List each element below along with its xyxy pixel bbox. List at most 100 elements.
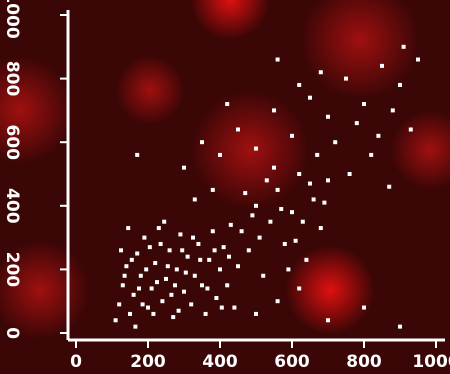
y-tick-label: 800: [2, 61, 22, 97]
point: [225, 102, 230, 107]
point: [131, 292, 136, 297]
point: [318, 226, 323, 231]
point: [297, 172, 302, 176]
point: [219, 305, 224, 310]
point: [308, 181, 312, 186]
point: [326, 114, 330, 119]
point: [124, 264, 129, 269]
point: [268, 219, 273, 224]
point: [218, 267, 222, 272]
point: [156, 226, 161, 231]
point: [128, 311, 132, 316]
point: [196, 241, 201, 246]
x-tick-label: 800: [346, 352, 382, 372]
point: [272, 165, 276, 170]
point: [164, 276, 168, 281]
point: [165, 264, 170, 269]
point: [275, 299, 280, 304]
point: [254, 146, 258, 151]
point: [293, 238, 298, 243]
point: [333, 140, 338, 145]
point: [133, 324, 138, 329]
point: [113, 318, 118, 323]
point: [297, 286, 302, 291]
point: [192, 197, 197, 202]
point: [236, 264, 240, 269]
point: [254, 311, 258, 316]
point: [261, 273, 266, 278]
point: [369, 152, 374, 157]
y-tick-label: 400: [2, 188, 22, 224]
point: [191, 235, 195, 240]
point: [250, 213, 255, 218]
x-tick-label: 0: [70, 352, 82, 372]
point: [212, 248, 217, 253]
point: [221, 245, 226, 250]
point: [239, 229, 244, 234]
point: [162, 219, 167, 224]
point: [218, 152, 222, 157]
point: [203, 311, 208, 316]
point: [205, 286, 210, 291]
point: [272, 108, 276, 113]
x-tick-label: 1000: [412, 352, 450, 372]
point: [200, 283, 204, 288]
point: [376, 133, 381, 138]
point: [210, 187, 215, 192]
point: [122, 273, 127, 278]
point: [398, 82, 402, 87]
point: [155, 280, 159, 285]
point: [236, 127, 240, 132]
point: [142, 235, 147, 240]
point: [326, 318, 330, 323]
point: [160, 299, 165, 304]
point: [297, 82, 302, 87]
point: [390, 108, 395, 113]
point: [290, 133, 294, 138]
point: [304, 257, 309, 262]
point: [173, 283, 177, 288]
y-tick-label: 0: [2, 327, 22, 339]
point: [137, 286, 141, 291]
point: [169, 292, 174, 297]
point: [182, 165, 186, 170]
point: [257, 235, 262, 240]
point: [138, 273, 143, 278]
point: [171, 315, 176, 320]
point: [135, 152, 140, 157]
x-tick-label: 200: [130, 352, 166, 372]
x-tick-label: 600: [274, 352, 310, 372]
point: [185, 254, 190, 259]
point: [398, 324, 402, 329]
point: [200, 140, 204, 145]
point: [380, 63, 384, 68]
background-blobs: [0, 0, 450, 340]
point: [149, 286, 154, 291]
point: [135, 251, 140, 256]
point: [308, 95, 312, 100]
point: [408, 127, 413, 132]
y-tick-label: 600: [2, 124, 22, 160]
point: [158, 241, 163, 246]
point: [362, 305, 366, 310]
point: [228, 222, 233, 227]
point: [282, 241, 287, 246]
point: [318, 70, 323, 75]
point: [198, 257, 203, 262]
point: [232, 305, 237, 310]
point: [182, 289, 186, 294]
point: [146, 305, 150, 310]
point: [210, 229, 215, 234]
point: [225, 283, 230, 288]
point: [311, 197, 316, 202]
point: [120, 283, 125, 288]
point: [192, 273, 197, 278]
y-tick-label: 200: [2, 252, 22, 288]
point: [322, 200, 327, 205]
point: [275, 187, 280, 192]
point: [315, 152, 320, 157]
point: [174, 267, 179, 272]
point: [147, 245, 152, 250]
point: [183, 270, 188, 275]
point: [326, 178, 330, 183]
